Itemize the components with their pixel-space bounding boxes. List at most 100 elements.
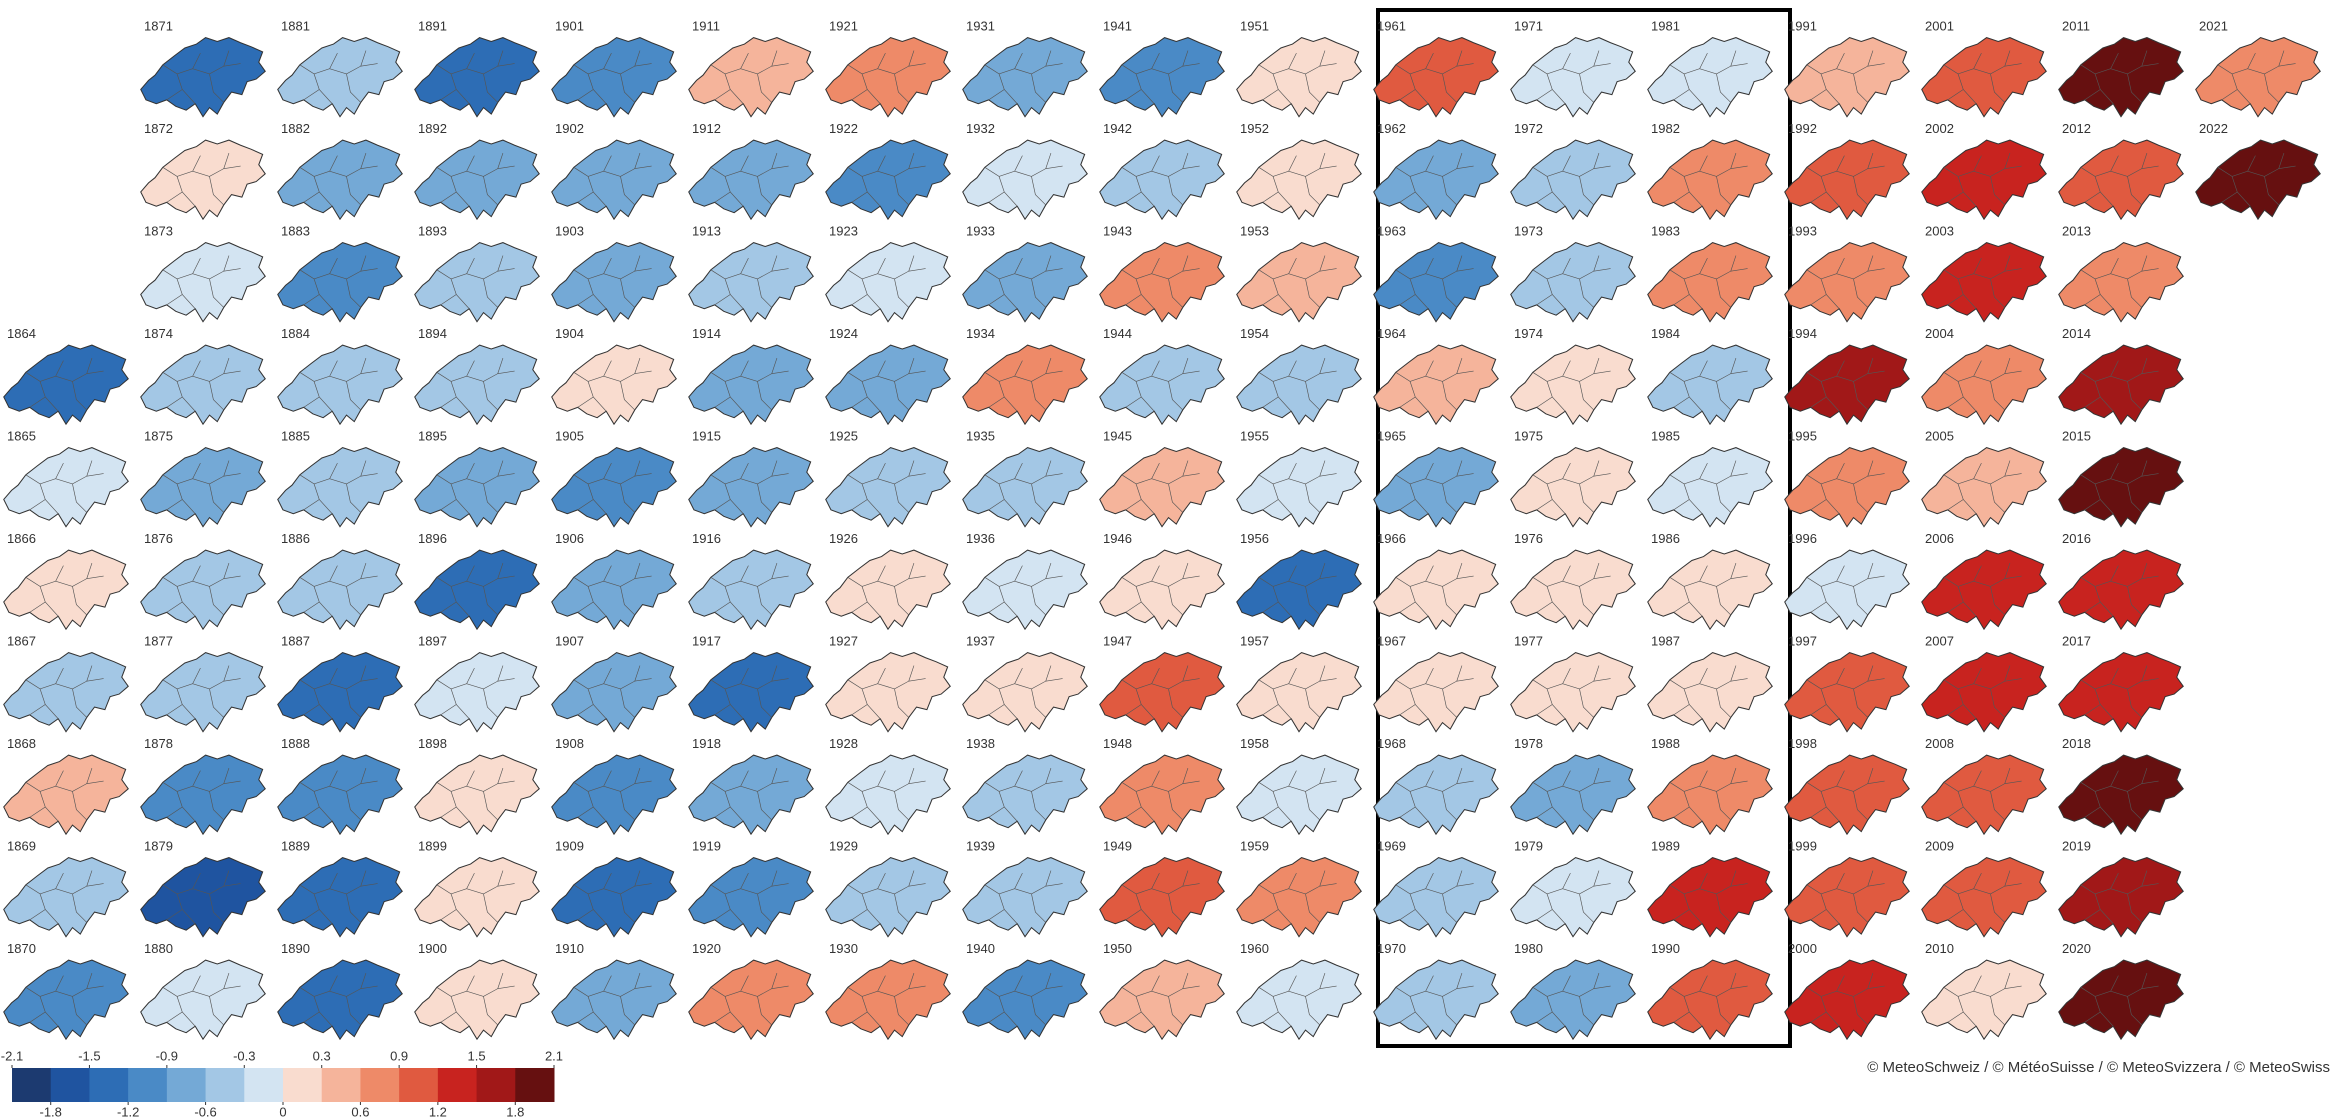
year-label: 1874 xyxy=(144,326,173,341)
map-tile xyxy=(1647,754,1773,835)
year-label: 2019 xyxy=(2062,838,2091,853)
map-tile xyxy=(1373,447,1499,528)
map-tile xyxy=(1510,344,1636,425)
map-tile xyxy=(1099,959,1225,1040)
year-label: 2010 xyxy=(1925,941,1954,956)
map-tile xyxy=(825,447,951,528)
map-tile xyxy=(1784,857,1910,938)
map-tile xyxy=(140,549,266,630)
year-label: 1903 xyxy=(555,223,584,238)
map-tile xyxy=(140,344,266,425)
map-tile xyxy=(1236,652,1362,733)
map-tile xyxy=(3,344,129,425)
year-label: 1906 xyxy=(555,531,584,546)
map-tile xyxy=(962,242,1088,323)
map-tile xyxy=(1373,857,1499,938)
map-tile xyxy=(688,857,814,938)
map-tile xyxy=(1373,242,1499,323)
map-tile xyxy=(1236,447,1362,528)
map-tile xyxy=(414,37,540,118)
year-label: 2021 xyxy=(2199,18,2228,33)
map-tile xyxy=(688,242,814,323)
year-label: 1916 xyxy=(692,531,721,546)
year-label: 1935 xyxy=(966,428,995,443)
map-tile xyxy=(551,37,677,118)
colorbar-tick-label: -1.8 xyxy=(40,1104,62,1119)
map-tile xyxy=(688,447,814,528)
map-tile xyxy=(688,754,814,835)
map-tile xyxy=(1510,242,1636,323)
map-tile xyxy=(1236,959,1362,1040)
map-tile xyxy=(3,652,129,733)
year-label: 1955 xyxy=(1240,428,1269,443)
map-tile xyxy=(688,959,814,1040)
year-label: 1915 xyxy=(692,428,721,443)
colorbar-bin xyxy=(89,1068,129,1102)
map-tile xyxy=(1373,344,1499,425)
year-label: 2018 xyxy=(2062,736,2091,751)
map-tile xyxy=(1921,242,2047,323)
year-label: 1960 xyxy=(1240,941,1269,956)
year-label: 1925 xyxy=(829,428,858,443)
map-tile xyxy=(1099,754,1225,835)
map-tile xyxy=(140,652,266,733)
map-tile xyxy=(1236,857,1362,938)
colorbar-tick-label: 0.9 xyxy=(390,1048,408,1063)
map-tile xyxy=(277,447,403,528)
map-tile xyxy=(1921,344,2047,425)
map-tile xyxy=(962,652,1088,733)
map-tile xyxy=(1510,754,1636,835)
year-label: 2000 xyxy=(1788,941,1817,956)
year-label: 1956 xyxy=(1240,531,1269,546)
year-label: 1907 xyxy=(555,633,584,648)
map-tile xyxy=(551,344,677,425)
year-label: 1924 xyxy=(829,326,858,341)
map-tile xyxy=(277,857,403,938)
year-label: 2017 xyxy=(2062,633,2091,648)
map-tile xyxy=(688,652,814,733)
year-label: 1870 xyxy=(7,941,36,956)
year-label: 1941 xyxy=(1103,18,1132,33)
year-label: 1936 xyxy=(966,531,995,546)
map-tile xyxy=(1647,857,1773,938)
map-tile xyxy=(1373,37,1499,118)
year-label: 1942 xyxy=(1103,121,1132,136)
year-label: 2022 xyxy=(2199,121,2228,136)
map-tile xyxy=(1647,242,1773,323)
year-label: 1980 xyxy=(1514,941,1543,956)
map-tile xyxy=(688,549,814,630)
colorbar-bin xyxy=(128,1068,168,1102)
map-tile xyxy=(1510,652,1636,733)
map-tile xyxy=(414,242,540,323)
map-tile xyxy=(1510,447,1636,528)
map-tile xyxy=(2058,754,2184,835)
map-tile xyxy=(414,549,540,630)
map-tile xyxy=(551,139,677,220)
map-tile xyxy=(2058,857,2184,938)
map-tile xyxy=(688,37,814,118)
map-tile xyxy=(1373,652,1499,733)
map-tile xyxy=(277,754,403,835)
map-tile xyxy=(825,959,951,1040)
year-label: 1896 xyxy=(418,531,447,546)
colorbar-tick-label: 2.1 xyxy=(545,1048,563,1063)
year-label: 1991 xyxy=(1788,18,1817,33)
map-tile xyxy=(1373,959,1499,1040)
year-label: 1880 xyxy=(144,941,173,956)
map-tile xyxy=(1099,37,1225,118)
map-tile xyxy=(140,959,266,1040)
year-label: 1922 xyxy=(829,121,858,136)
colorbar-bin xyxy=(321,1068,361,1102)
year-label: 1913 xyxy=(692,223,721,238)
map-tile xyxy=(1647,37,1773,118)
year-label: 1985 xyxy=(1651,428,1680,443)
year-label: 1887 xyxy=(281,633,310,648)
map-tile xyxy=(277,959,403,1040)
year-label: 1984 xyxy=(1651,326,1680,341)
map-tile xyxy=(551,242,677,323)
map-tile xyxy=(1784,242,1910,323)
year-label: 1987 xyxy=(1651,633,1680,648)
colorbar-tick-label: -1.2 xyxy=(117,1104,139,1119)
map-tile xyxy=(414,139,540,220)
